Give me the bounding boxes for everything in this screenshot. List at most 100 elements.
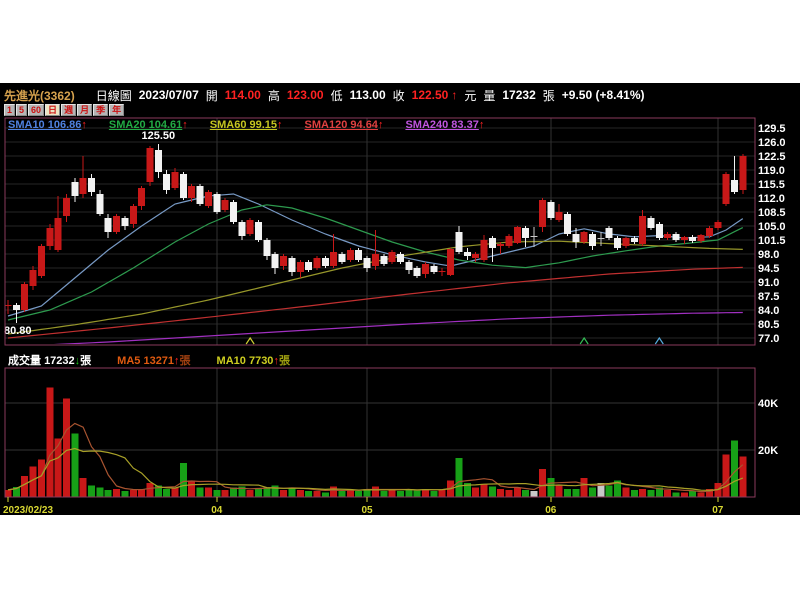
date-label: 05 <box>361 505 373 515</box>
volume-bar <box>88 485 95 497</box>
volume-ma-line-ma5 <box>7 422 744 493</box>
volume-bar <box>154 485 162 497</box>
volume-label: 量 <box>483 88 496 103</box>
period-tab-1[interactable]: 1 <box>4 104 16 116</box>
price-tick-label: 94.5 <box>758 263 779 275</box>
period-tab-年[interactable]: 年 <box>109 104 125 116</box>
volume-bar <box>405 488 413 497</box>
volume-bar <box>463 482 471 497</box>
price-indicator-row: SMA10 106.86↑ SMA20 104.61↑ SMA60 99.15↑ SM… <box>8 119 484 131</box>
volume-bar <box>605 485 613 497</box>
volume-bar <box>179 462 187 497</box>
candle <box>572 234 580 242</box>
quote-header: 先進光(3362) 日線圖 2023/07/07 開 114.00 高 123.… <box>4 87 645 103</box>
period-tab-週[interactable]: 週 <box>61 104 77 116</box>
sma10-up-arrow-icon: ↑ <box>81 119 87 131</box>
ma5-value: 13271 <box>143 355 175 367</box>
volume-bar <box>396 491 404 497</box>
volume-bar <box>229 487 237 497</box>
period-tab-日[interactable]: 日 <box>45 104 61 116</box>
candle <box>472 254 480 258</box>
high-price-label: 125.50 <box>141 130 175 142</box>
candle <box>463 252 471 256</box>
price-tick-label: 126.0 <box>758 137 786 149</box>
volume-bar <box>305 491 313 497</box>
volume-ma10-indicator: MA10 7730↑張 <box>217 352 290 368</box>
volume-bar <box>204 487 212 497</box>
period-tab-月[interactable]: 月 <box>77 104 93 116</box>
volume-bar <box>455 458 463 497</box>
volume-bar <box>196 487 204 497</box>
candle <box>505 236 513 246</box>
candle <box>722 174 730 204</box>
candle <box>296 262 304 272</box>
volume-ma-line-ma10 <box>7 447 744 491</box>
volume-bar <box>12 487 20 497</box>
low-label: 低 <box>330 88 343 103</box>
volume-bar <box>213 489 221 497</box>
candle <box>104 218 112 232</box>
price-tick-label: 98.0 <box>758 249 779 261</box>
candle <box>371 254 379 266</box>
candle <box>154 150 162 172</box>
candle <box>221 200 229 210</box>
volume-bar <box>530 491 538 497</box>
chart-canvas[interactable]: 125.50 80.80 129.5 126.0 122.5 119.0 115.5 112.… <box>0 83 800 515</box>
candle <box>555 212 563 220</box>
candle <box>647 218 655 228</box>
volume-bar <box>113 488 121 497</box>
close-arrow-icon: ↑ <box>451 88 458 102</box>
volume-bar <box>29 466 37 497</box>
price-axis: 129.5 126.0 122.5 119.0 115.5 112.0 108.5 105.0… <box>758 123 786 457</box>
candle <box>213 194 221 212</box>
volume-bar <box>338 491 346 497</box>
volume-bar <box>238 486 246 497</box>
volume-total: 17232 <box>44 355 75 367</box>
volume-bars <box>4 387 747 497</box>
candle <box>497 244 505 246</box>
volume-bar <box>171 487 179 497</box>
volume-bar <box>555 485 563 497</box>
volume-bar <box>246 489 254 497</box>
volume-bar <box>572 488 580 497</box>
price-annotations: 125.50 80.80 <box>4 130 175 337</box>
candle <box>271 254 279 268</box>
candle <box>196 186 204 204</box>
period-tabs: 1 5 60 日週月季年 <box>4 104 125 116</box>
candle <box>29 270 37 286</box>
period-tab-60[interactable]: 60 <box>28 104 45 116</box>
period-tab-季[interactable]: 季 <box>93 104 109 116</box>
close-value: 122.50 <box>411 88 449 102</box>
volume-bar <box>614 480 622 497</box>
date-label: 2023/02/23 <box>3 505 53 515</box>
date-label: 06 <box>545 505 557 515</box>
volume-bar <box>313 491 321 497</box>
quote-date: 2023/07/07 <box>138 88 199 102</box>
volume-bar <box>321 492 329 497</box>
signal-triangle-icon <box>579 336 589 345</box>
ma5-title: MA5 <box>117 355 141 367</box>
volume-bar <box>188 480 196 497</box>
volume-unit: 張 <box>542 88 555 103</box>
candle <box>664 234 672 238</box>
candle <box>739 156 747 190</box>
volume-bar <box>79 478 87 497</box>
volume-bar <box>739 456 747 497</box>
candle <box>346 250 354 260</box>
volume-bar <box>288 487 296 497</box>
volume-bar <box>522 489 530 497</box>
candle <box>563 214 571 234</box>
candle <box>705 228 713 236</box>
date-axis: 2023/02/23 04 05 06 07 <box>3 497 724 515</box>
volume-bar <box>597 482 605 497</box>
candle <box>405 262 413 270</box>
volume-bar <box>21 475 29 497</box>
candle <box>263 240 271 256</box>
volume-total-unit: 張 <box>80 355 92 367</box>
low-price-label: 80.80 <box>4 325 32 337</box>
open-value: 114.00 <box>224 88 261 102</box>
period-tab-5[interactable]: 5 <box>16 104 28 116</box>
candle <box>280 256 288 266</box>
candle <box>380 256 388 264</box>
volume-bar <box>263 487 271 497</box>
